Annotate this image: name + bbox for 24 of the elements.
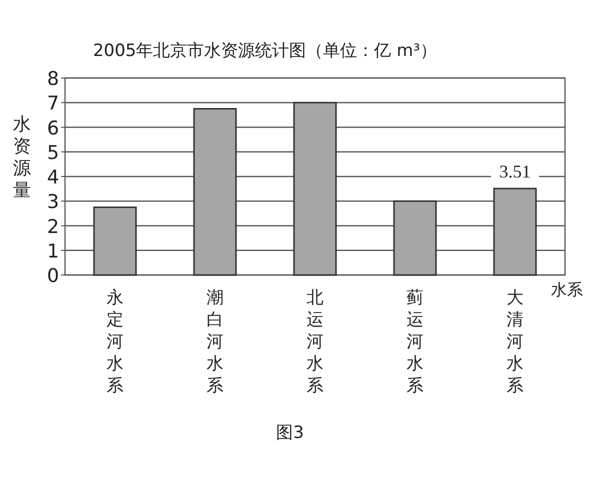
y-tick-label: 3 <box>46 191 60 214</box>
y-tick-label: 6 <box>46 117 60 140</box>
bar <box>193 108 237 276</box>
bar <box>93 206 137 276</box>
y-tick-label: 1 <box>46 240 60 262</box>
y-tick-label: 7 <box>46 92 60 115</box>
y-tick-label: 4 <box>46 166 60 188</box>
vtext: 永定河水系 <box>106 288 124 396</box>
bar <box>493 188 537 276</box>
y-tick-label: 8 <box>46 68 60 90</box>
data-label: 3.51 <box>499 162 531 182</box>
caption: 图3 <box>276 423 304 443</box>
vtext: 大清河水系 <box>506 288 524 396</box>
x-axis-title: 水系 <box>551 280 583 299</box>
y-tick-label: 2 <box>46 216 60 238</box>
y-tick-label: 0 <box>46 265 60 287</box>
bar <box>393 200 437 276</box>
vtext: 水资源量 <box>13 114 31 201</box>
vtext: 蓟运河水系 <box>406 288 424 396</box>
bar <box>293 102 337 276</box>
y-tick-label: 5 <box>46 142 60 164</box>
vtext: 潮白河水系 <box>206 288 224 396</box>
vtext: 北运河水系 <box>306 288 324 396</box>
chart-title: 2005年北京市水资源统计图（单位：亿 m³） <box>92 41 438 61</box>
